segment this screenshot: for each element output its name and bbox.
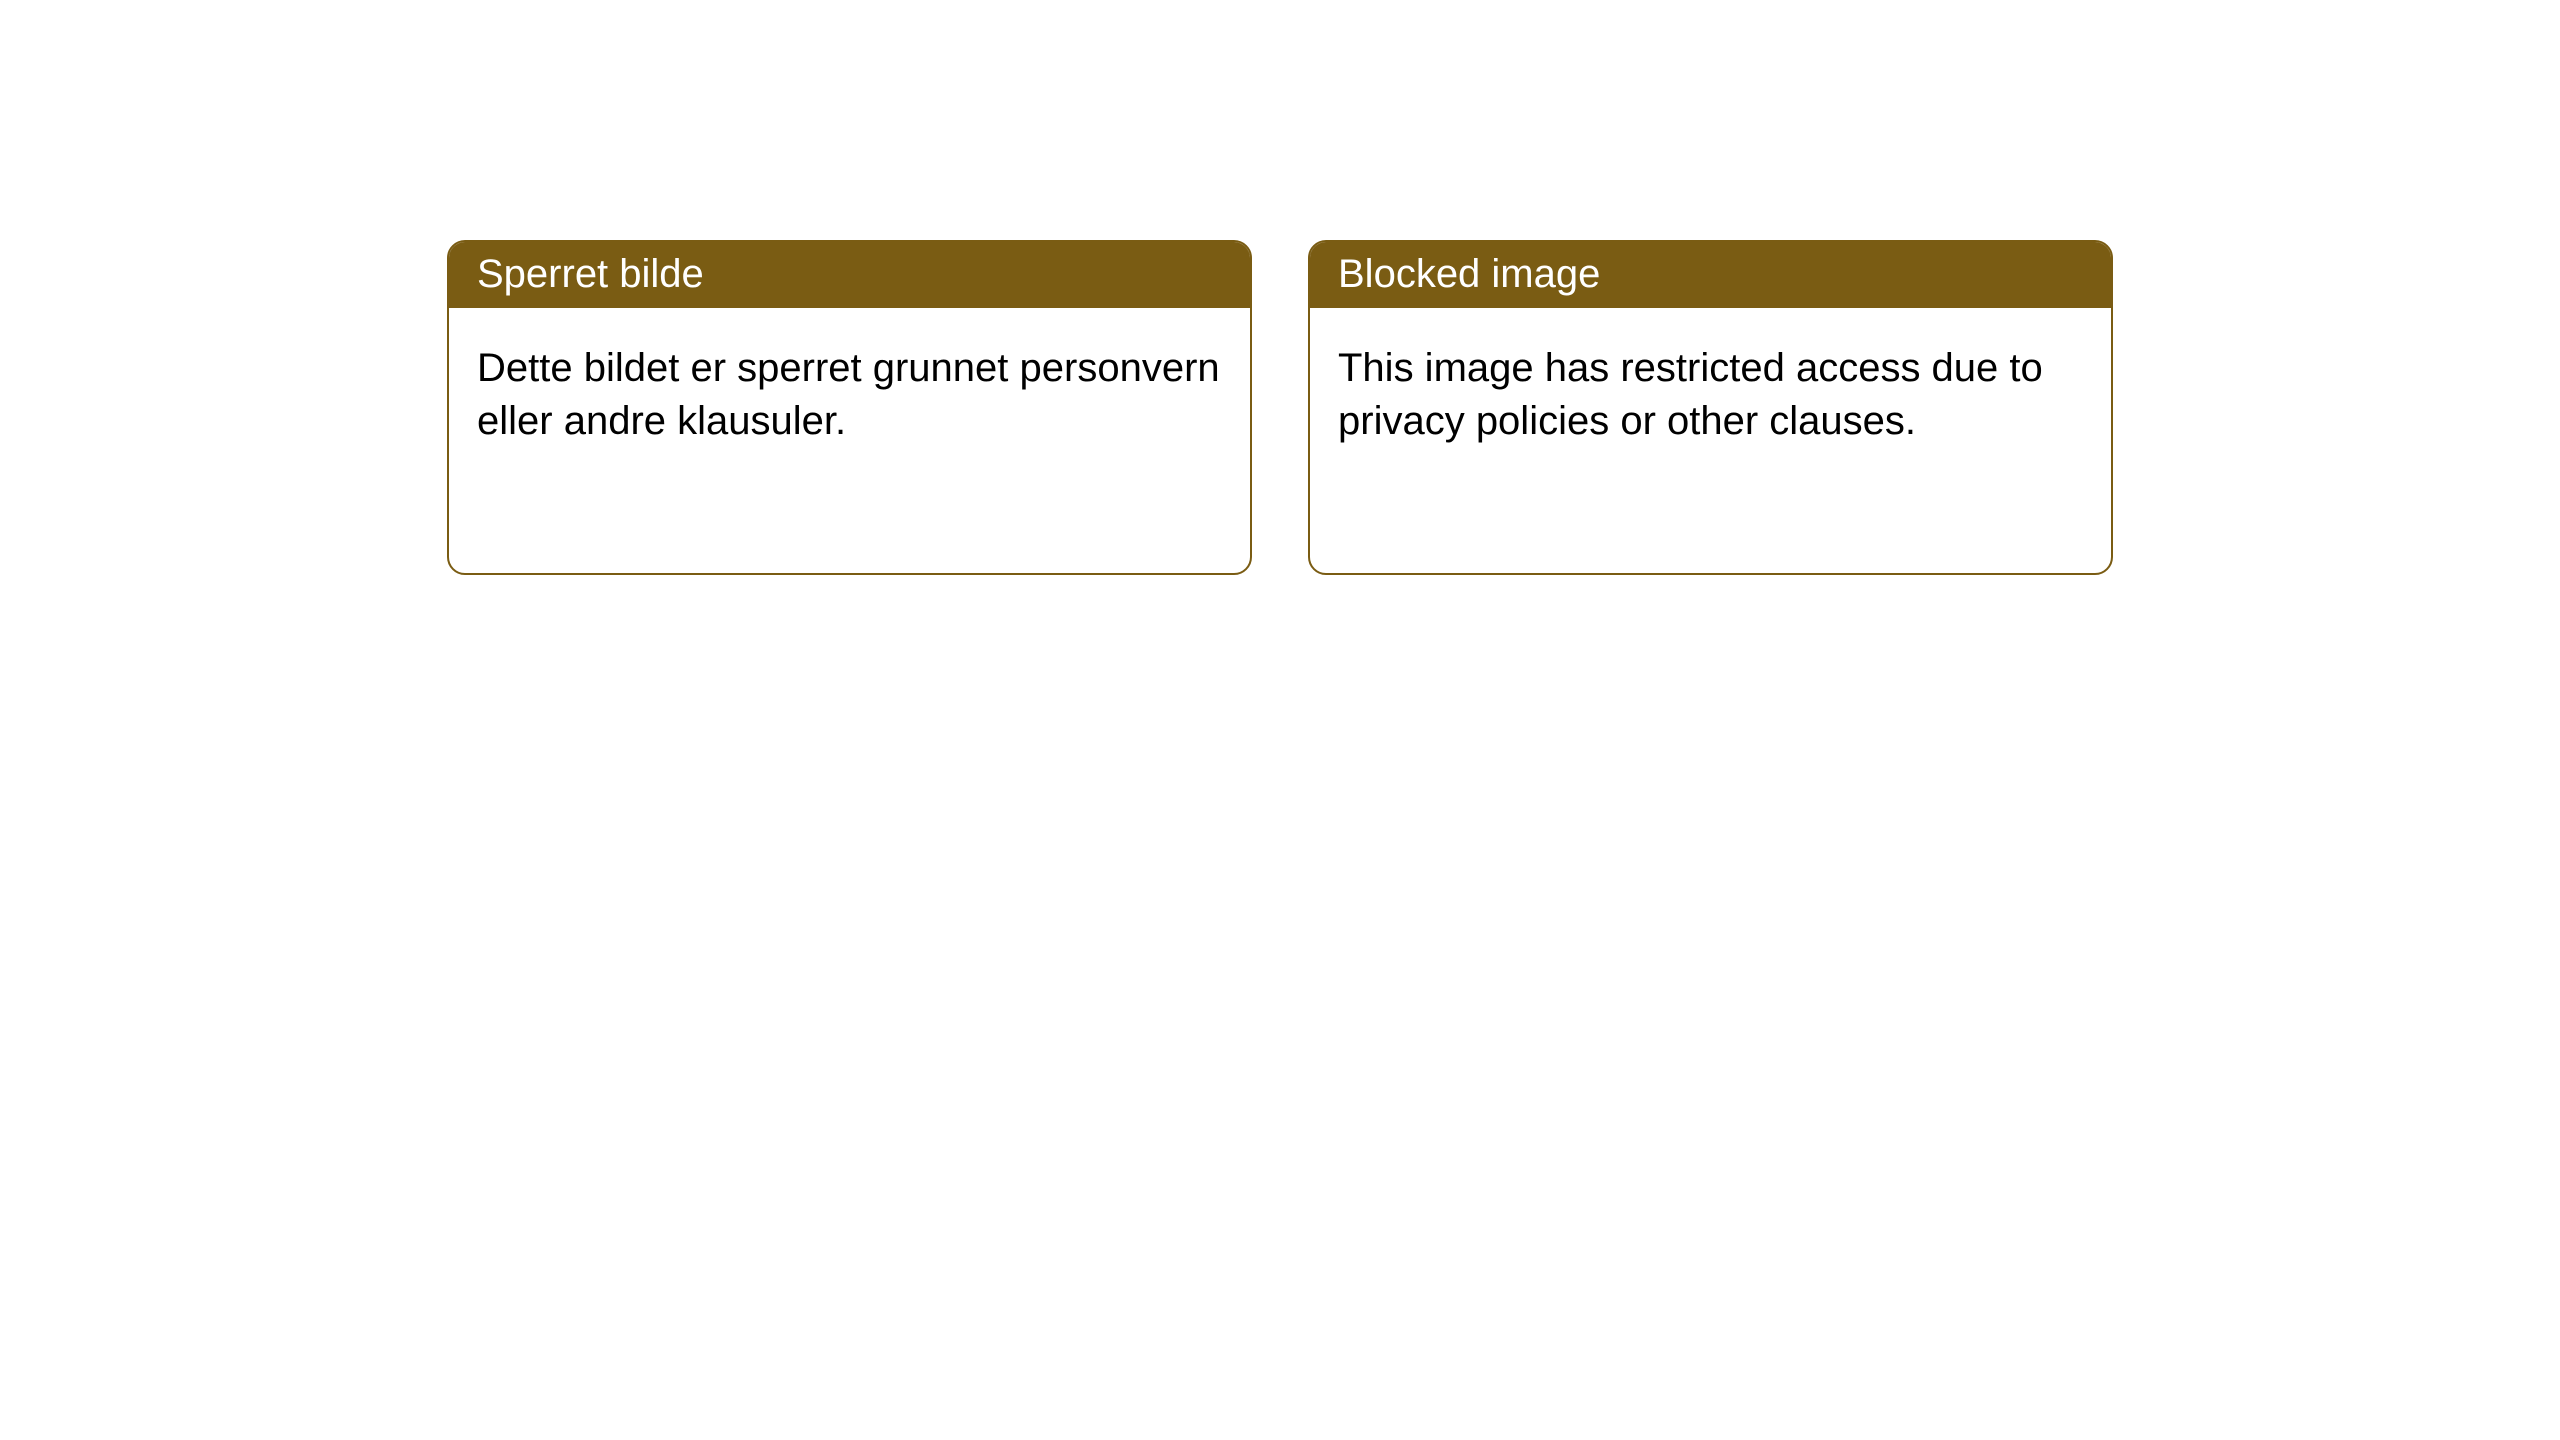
notice-card-norwegian: Sperret bilde Dette bildet er sperret gr… [447, 240, 1252, 575]
notice-container: Sperret bilde Dette bildet er sperret gr… [447, 240, 2113, 575]
notice-card-english: Blocked image This image has restricted … [1308, 240, 2113, 575]
notice-message: Dette bildet er sperret grunnet personve… [477, 346, 1220, 443]
notice-title: Sperret bilde [477, 252, 704, 296]
notice-body: Dette bildet er sperret grunnet personve… [449, 308, 1250, 476]
notice-title: Blocked image [1338, 252, 1600, 296]
notice-header: Sperret bilde [449, 242, 1250, 308]
notice-message: This image has restricted access due to … [1338, 346, 2043, 443]
notice-body: This image has restricted access due to … [1310, 308, 2111, 476]
notice-header: Blocked image [1310, 242, 2111, 308]
